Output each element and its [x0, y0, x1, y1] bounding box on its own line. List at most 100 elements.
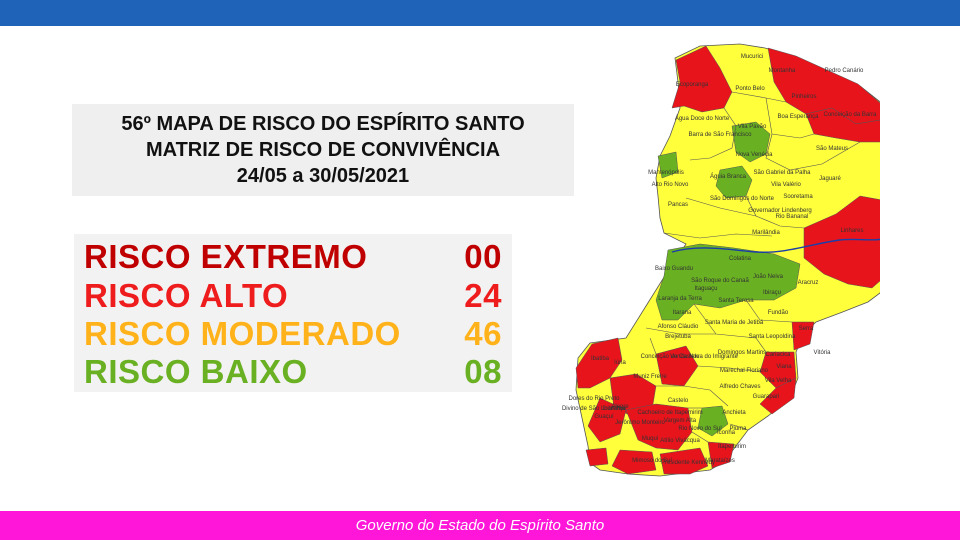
- risk-map: Mucurici Montanha Ponto Belo Pedro Canário E…: [560, 38, 880, 508]
- map-label: Águia Branca: [710, 173, 747, 180]
- map-label: Brejetuba: [665, 334, 691, 340]
- map-label: Presidente Kennedy: [661, 460, 715, 466]
- map-label: Guarapari: [753, 394, 780, 400]
- map-label: Jerônimo Monteiro: [615, 420, 665, 426]
- map-label: Ibiraçu: [763, 290, 781, 296]
- map-boundaries: [645, 91, 861, 443]
- legend-label-baixo: RISCO BAIXO: [84, 353, 308, 390]
- map-label: Iúna: [614, 360, 626, 366]
- map-label: Montanha: [769, 68, 796, 74]
- map-label: Itarana: [673, 310, 692, 316]
- map-label: Água Doce do Norte: [675, 115, 730, 122]
- title-box: 56º MAPA DE RISCO DO ESPÍRITO SANTO MATR…: [72, 104, 574, 196]
- map-label: São Domingos do Norte: [710, 196, 775, 202]
- map-label: Vila Velha: [765, 378, 792, 384]
- map-label: Pedro Canário: [825, 68, 864, 74]
- map-alto-cachoeiro: [625, 403, 693, 451]
- map-label: São Mateus: [816, 146, 848, 152]
- map-river: [671, 238, 880, 253]
- map-label: Pancas: [668, 202, 688, 208]
- map-label: Baixo Guandu: [655, 266, 693, 272]
- map-label: Ecoporanga: [676, 82, 709, 88]
- legend-label-extremo: RISCO EXTREMO: [84, 238, 368, 275]
- map-label: Divino de São Lourenço: [562, 406, 627, 412]
- legend-row-baixo: RISCO BAIXO 08: [84, 353, 502, 391]
- map-label: Itapemirim: [718, 444, 746, 450]
- map-label: Marilândia: [752, 230, 780, 236]
- map-label: Itaguaçu: [694, 286, 717, 292]
- footer-bar: Governo do Estado do Espírito Santo: [0, 511, 960, 540]
- risk-map-svg: Mucurici Montanha Ponto Belo Pedro Canário E…: [562, 43, 880, 477]
- map-label: Santa Leopoldina: [749, 334, 796, 340]
- map-alto-west-1: [575, 337, 623, 389]
- footer-text: Governo do Estado do Espírito Santo: [355, 517, 605, 534]
- map-label: Anchieta: [722, 410, 746, 416]
- map-alto-ecoporanga: [671, 45, 733, 113]
- map-label: Vila Valério: [771, 182, 801, 188]
- map-label: Cariacica: [765, 352, 791, 358]
- map-label: Mantenópolis: [648, 170, 684, 176]
- map-baixo-mantenopolis: [657, 151, 679, 179]
- map-label: Domingos Martins: [718, 350, 766, 356]
- map-label: Rio Bananal: [776, 214, 809, 220]
- map-label: Fundão: [768, 310, 789, 316]
- map-label: Conceição do Castelo: [641, 354, 700, 360]
- map-label: Jaguaré: [819, 176, 841, 182]
- map-label: Viana: [776, 364, 792, 370]
- map-label: Vila Pavão: [738, 124, 767, 130]
- legend-label-alto: RISCO ALTO: [84, 277, 289, 314]
- map-label: Atílio Vivácqua: [660, 438, 700, 444]
- map-alto-mid: [655, 345, 699, 387]
- legend-count-baixo: 08: [464, 353, 502, 390]
- map-label: Alegre: [611, 404, 629, 410]
- map-label: Muqui: [642, 436, 658, 442]
- map-alto-south-1: [611, 449, 657, 475]
- map-label: Alto Rio Novo: [652, 182, 689, 188]
- map-label: Santa Maria de Jetibá: [705, 320, 764, 326]
- legend-count-moderado: 46: [464, 315, 502, 352]
- map-label: Conceição da Barra: [823, 112, 877, 118]
- map-label: Mucurici: [741, 54, 763, 60]
- map-label: Vitória: [814, 350, 832, 356]
- map-label: São Gabriel da Palha: [753, 170, 811, 176]
- map-label: Mimoso do Sul: [632, 458, 672, 464]
- map-label: Colatina: [729, 256, 752, 262]
- map-label: João Neiva: [753, 274, 784, 280]
- map-label: Boa Esperança: [777, 114, 819, 120]
- map-alto-sw-tip: [585, 447, 609, 467]
- legend-row-moderado: RISCO MODERADO 46: [84, 315, 502, 353]
- title-line-3: 24/05 a 30/05/2021: [236, 165, 410, 187]
- map-alto-south-3: [707, 441, 735, 469]
- title-line-1: 56º MAPA DE RISCO DO ESPÍRITO SANTO: [121, 113, 525, 135]
- map-label: Rio Novo do Sul: [678, 426, 721, 432]
- top-bar: [0, 0, 960, 26]
- map-label: Ibitirama: [602, 406, 626, 412]
- legend-box: RISCO EXTREMO 00 RISCO ALTO 24 RISCO MOD…: [74, 234, 512, 392]
- map-alto-serra: [791, 321, 815, 351]
- legend-count-extremo: 00: [464, 238, 502, 275]
- map-label: Cachoeiro de Itapemirim: [637, 410, 702, 416]
- map-label: Governador Lindenberg: [748, 208, 811, 214]
- map-alto-pinheiros: [805, 107, 880, 143]
- map-alto-alegre: [587, 397, 627, 443]
- map-label: Alfredo Chaves: [719, 384, 760, 390]
- map-label: Nova Venécia: [735, 152, 773, 158]
- map-label: Marataízes: [705, 458, 735, 464]
- map-label: Laranja da Terra: [658, 296, 702, 302]
- map-label: Vargem Alta: [664, 418, 697, 424]
- map-label: Linhares: [840, 228, 863, 234]
- map-label: Iconha: [717, 430, 736, 436]
- map-alto-south-2: [659, 447, 709, 475]
- map-label: Ibatiba: [591, 356, 610, 362]
- map-label: Castelo: [668, 398, 689, 404]
- map-baixo-vila-pavao: [731, 121, 771, 163]
- legend-row-extremo: RISCO EXTREMO 00: [84, 238, 502, 276]
- map-label: Pinheiros: [791, 94, 816, 100]
- map-alto-vila-velha: [759, 377, 797, 415]
- map-label: Muniz Freire: [633, 374, 667, 380]
- title-line-2: MATRIZ DE RISCO DE CONVIVÊNCIA: [145, 139, 501, 161]
- map-alto-linhares: [803, 195, 880, 289]
- map-label: Dores do Rio Preto: [568, 396, 620, 402]
- map-label: São Roque do Canaã: [691, 278, 749, 284]
- map-label: Aracruz: [798, 280, 819, 286]
